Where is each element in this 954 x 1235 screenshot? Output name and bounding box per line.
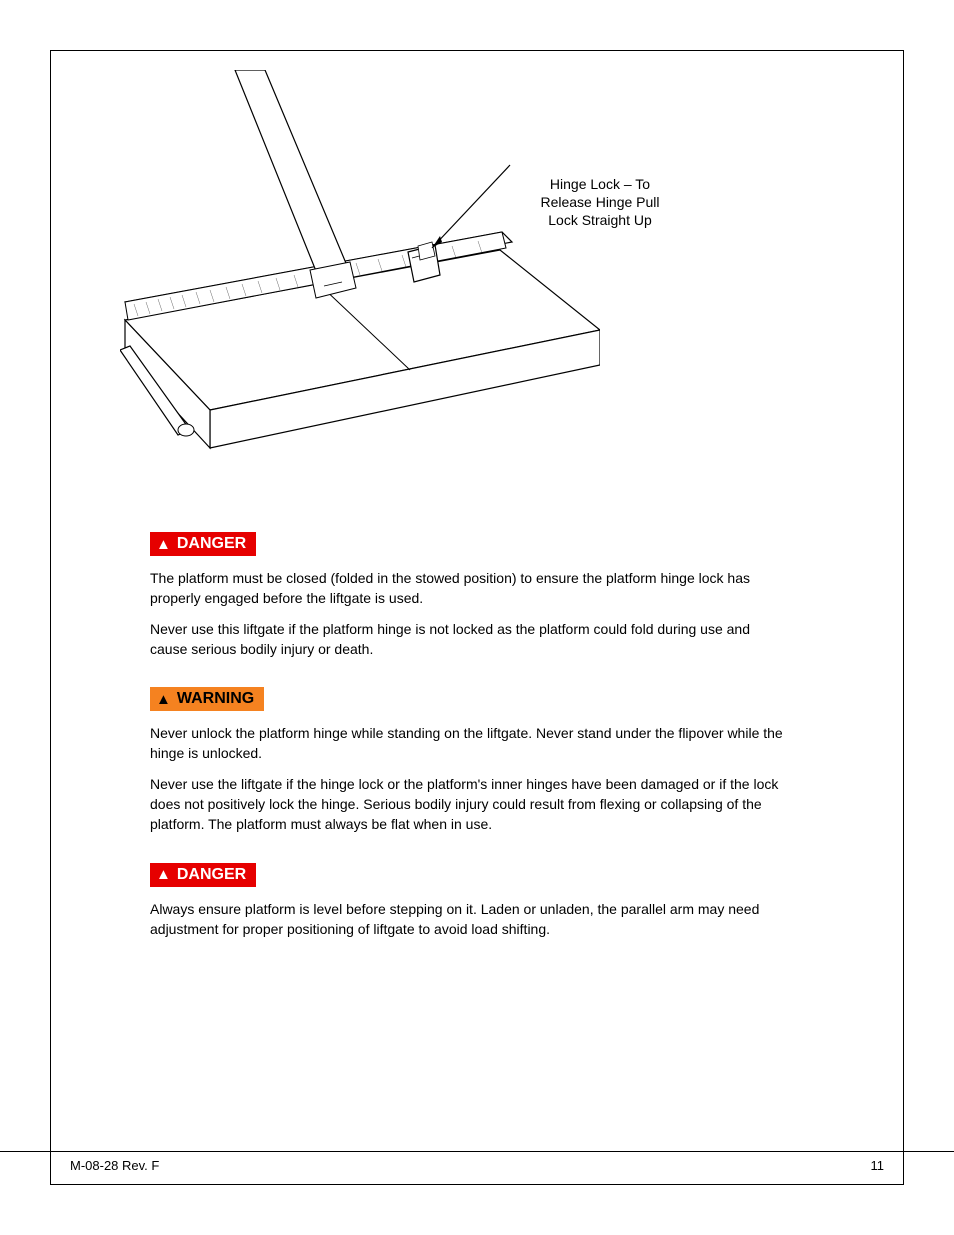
danger-label-2: ▲ DANGER bbox=[150, 863, 256, 887]
danger-section-2: ▲ DANGER Always ensure platform is level… bbox=[150, 863, 790, 940]
danger-label-text-2: DANGER bbox=[177, 866, 246, 884]
warning1-p1: Never unlock the platform hinge while st… bbox=[150, 723, 790, 764]
callout-line-2: Release Hinge Pull bbox=[540, 194, 659, 210]
danger1-p1: The platform must be closed (folded in t… bbox=[150, 568, 790, 609]
callout-line-1: Hinge Lock – To bbox=[550, 176, 650, 192]
warning-label-text-1: WARNING bbox=[177, 690, 254, 708]
alert-icon: ▲ bbox=[156, 537, 171, 552]
warning-section-1: ▲ WARNING Never unlock the platform hing… bbox=[150, 687, 790, 834]
warning1-p2: Never use the liftgate if the hinge lock… bbox=[150, 774, 790, 835]
alert-icon: ▲ bbox=[156, 867, 171, 882]
footer-center bbox=[159, 1158, 870, 1173]
page-footer: M-08-28 Rev. F 11 bbox=[0, 1151, 954, 1173]
warning-label-1: ▲ WARNING bbox=[150, 687, 264, 711]
page-content: Hinge Lock – To Release Hinge Pull Lock … bbox=[50, 50, 904, 979]
footer-doc-id: M-08-28 Rev. F bbox=[70, 1158, 159, 1173]
alert-icon: ▲ bbox=[156, 692, 171, 707]
hinge-diagram bbox=[120, 70, 600, 520]
danger-label-text-1: DANGER bbox=[177, 535, 246, 553]
danger2-p1: Always ensure platform is level before s… bbox=[150, 899, 790, 940]
diagram-svg bbox=[120, 70, 600, 520]
danger-label-1: ▲ DANGER bbox=[150, 532, 256, 556]
footer-page-number: 11 bbox=[871, 1158, 885, 1173]
danger1-p2: Never use this liftgate if the platform … bbox=[150, 619, 790, 660]
callout-line-3: Lock Straight Up bbox=[548, 212, 652, 228]
danger-section-1: ▲ DANGER The platform must be closed (fo… bbox=[150, 532, 790, 659]
callout-text: Hinge Lock – To Release Hinge Pull Lock … bbox=[520, 175, 680, 230]
